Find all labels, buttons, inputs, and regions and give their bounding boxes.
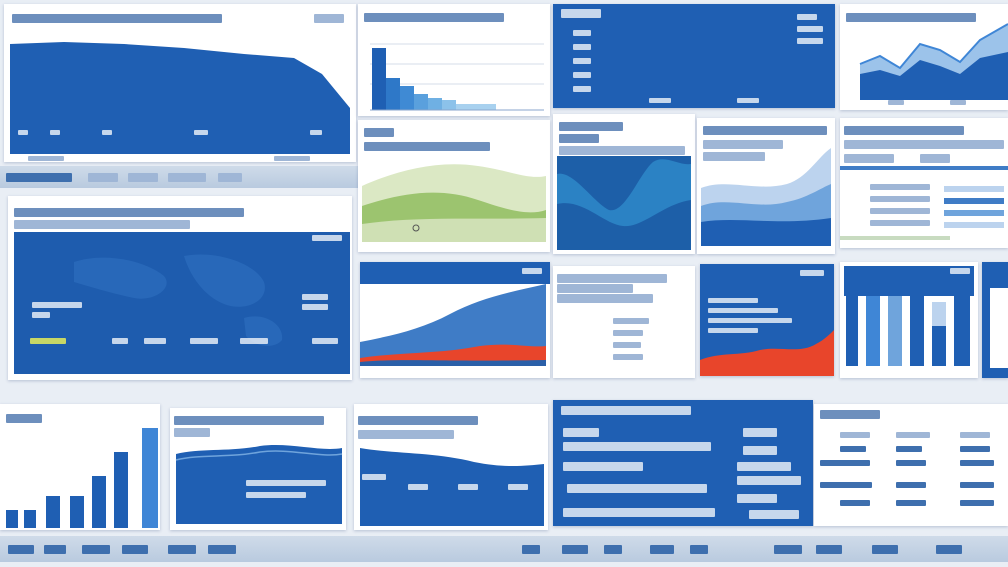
green-area-chart — [362, 164, 546, 242]
blue-text-panel — [553, 400, 813, 526]
title-placeholder — [846, 13, 976, 22]
red-blue-area-panel — [360, 262, 550, 378]
red-blue-area-chart — [360, 262, 550, 366]
subtitle-placeholder — [314, 14, 344, 23]
layered-area-chart — [701, 148, 831, 246]
teal-area-panel — [553, 114, 695, 254]
bar-chart — [370, 43, 544, 111]
icon-list-panel — [814, 404, 1008, 526]
layered-area-panel — [697, 118, 835, 254]
title-placeholder — [364, 13, 504, 22]
column-chart — [844, 266, 974, 366]
line-area-chart — [859, 23, 1008, 100]
column-chart-panel-bottom-left — [0, 404, 160, 530]
table-panel-right — [840, 118, 1008, 248]
teal-area-chart — [557, 156, 691, 250]
area-panel-bottom-2 — [354, 404, 548, 530]
area-panel-bottom — [170, 408, 346, 530]
world-map-panel — [8, 196, 352, 380]
area-chart-panel-top-left — [4, 4, 356, 162]
map-area — [14, 232, 350, 374]
red-wave-panel — [700, 264, 834, 376]
toolbar-strip-left — [0, 166, 358, 188]
line-area-panel-top-right — [840, 4, 1008, 110]
bar-table — [840, 186, 1004, 240]
green-area-panel — [358, 120, 550, 252]
column-chart-panel-right — [840, 262, 978, 378]
bottom-toolbar-strip — [0, 536, 1008, 562]
bar-chart-panel-top — [358, 4, 550, 116]
edge-panel-right — [982, 262, 1008, 378]
blue-info-card-top — [553, 4, 835, 108]
area-chart — [10, 42, 350, 154]
blue-area-chart-bottom — [175, 445, 343, 524]
text-list-panel — [553, 266, 695, 378]
column-chart-bottom — [6, 428, 158, 528]
title-placeholder — [12, 14, 222, 23]
blue-area-chart-bottom-2 — [360, 448, 544, 526]
